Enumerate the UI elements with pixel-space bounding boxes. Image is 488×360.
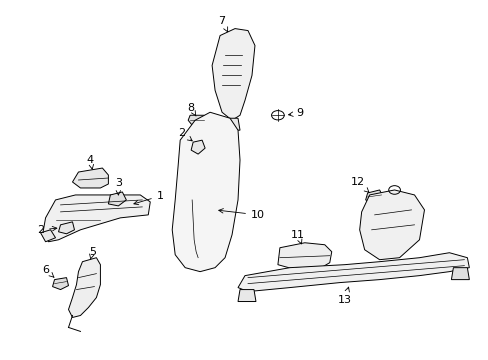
Text: 6: 6	[42, 265, 54, 277]
Text: 8: 8	[187, 103, 196, 116]
Polygon shape	[72, 168, 108, 188]
Text: 3: 3	[115, 178, 122, 195]
Polygon shape	[52, 278, 68, 289]
Text: 11: 11	[290, 230, 304, 244]
Text: 4: 4	[87, 155, 94, 169]
Polygon shape	[277, 243, 331, 270]
Polygon shape	[238, 289, 255, 302]
Text: 7: 7	[218, 15, 227, 32]
Text: 13: 13	[337, 287, 351, 305]
Polygon shape	[108, 192, 126, 206]
Polygon shape	[365, 208, 381, 220]
Polygon shape	[191, 140, 204, 154]
Polygon shape	[59, 222, 74, 234]
Text: 2: 2	[178, 128, 192, 141]
Polygon shape	[227, 118, 240, 130]
Text: 9: 9	[288, 108, 303, 118]
Text: 12: 12	[350, 177, 368, 192]
Text: 5: 5	[89, 247, 96, 260]
Text: 10: 10	[218, 208, 264, 220]
Text: 1: 1	[134, 191, 163, 205]
Polygon shape	[41, 230, 56, 242]
Polygon shape	[450, 268, 468, 280]
Polygon shape	[172, 112, 240, 272]
Polygon shape	[188, 115, 205, 128]
Text: 2: 2	[37, 225, 57, 235]
Polygon shape	[293, 268, 311, 278]
Polygon shape	[42, 195, 150, 242]
Polygon shape	[365, 190, 383, 204]
Polygon shape	[238, 253, 468, 292]
Polygon shape	[212, 28, 254, 120]
Polygon shape	[359, 190, 424, 260]
Polygon shape	[68, 258, 100, 318]
